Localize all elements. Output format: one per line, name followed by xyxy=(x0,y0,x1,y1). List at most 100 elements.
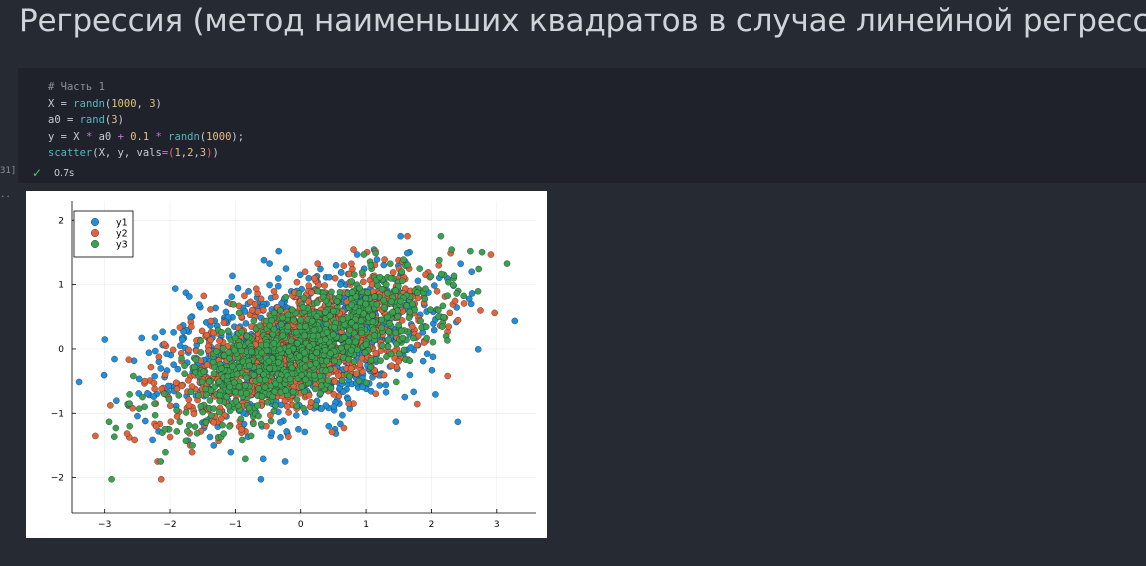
code-editor[interactable]: # Часть 1 X = randn(1000, 3) a0 = rand(3… xyxy=(48,79,244,162)
scatter-point-y3 xyxy=(422,285,429,293)
code-text: a0 xyxy=(92,130,118,143)
scatter-point-y3 xyxy=(286,375,294,383)
scatter-point-y3 xyxy=(313,299,321,307)
code-number: 3 xyxy=(199,147,207,159)
code-operator: * xyxy=(155,130,162,143)
scatter-point-y1 xyxy=(337,281,344,288)
scatter-point-y3 xyxy=(220,352,228,359)
scatter-point-y2 xyxy=(353,370,360,378)
scatter-point-y3 xyxy=(364,289,372,296)
code-paren: ( xyxy=(104,114,112,126)
scatter-point-y2 xyxy=(285,433,292,440)
scatter-point-y1 xyxy=(172,285,179,292)
code-line-1: # Часть 1 xyxy=(48,81,105,93)
scatter-point-y3 xyxy=(450,272,458,280)
code-cell[interactable] xyxy=(18,68,1146,183)
code-paren: ( xyxy=(199,130,207,143)
scatter-point-y3 xyxy=(258,393,266,400)
scatter-point-y2 xyxy=(301,268,309,275)
scatter-point-y1 xyxy=(353,251,361,258)
scatter-point-y3 xyxy=(371,332,378,339)
scatter-point-y2 xyxy=(308,289,315,296)
scatter-point-y3 xyxy=(243,374,250,382)
scatter-point-y2 xyxy=(358,354,366,362)
scatter-point-y3 xyxy=(182,409,190,416)
scatter-point-y1 xyxy=(150,393,158,400)
scatter-point-y3 xyxy=(384,313,391,321)
scatter-point-y3 xyxy=(294,339,301,347)
scatter-point-y3 xyxy=(323,357,330,365)
scatter-point-y3 xyxy=(444,337,451,344)
scatter-point-y2 xyxy=(152,423,160,430)
scatter-point-y3 xyxy=(313,313,321,320)
scatter-point-y3 xyxy=(386,320,393,327)
legend-marker-y1 xyxy=(90,218,99,227)
scatter-point-y3 xyxy=(399,334,406,342)
scatter-point-y3 xyxy=(410,334,417,342)
scatter-point-y2 xyxy=(169,346,177,354)
scatter-point-y2 xyxy=(129,404,136,412)
scatter-point-y3 xyxy=(245,404,253,412)
scatter-point-y1 xyxy=(277,419,284,426)
code-number: 3 xyxy=(111,114,118,126)
scatter-point-y3 xyxy=(350,358,358,366)
scatter-point-y1 xyxy=(407,344,415,351)
scatter-point-y3 xyxy=(295,290,303,297)
scatter-point-y3 xyxy=(285,348,292,355)
scatter-point-y2 xyxy=(200,292,208,300)
scatter-point-y3 xyxy=(230,379,238,386)
scatter-point-y1 xyxy=(401,393,409,401)
scatter-point-y3 xyxy=(203,391,210,399)
scatter-point-y3 xyxy=(384,343,392,350)
scatter-point-y1 xyxy=(111,355,118,363)
scatter-point-y3 xyxy=(218,365,225,372)
scatter-point-y2 xyxy=(235,302,243,310)
scatter-point-y1 xyxy=(293,412,300,419)
scatter-point-y3 xyxy=(305,343,313,350)
scatter-point-y3 xyxy=(197,349,205,356)
scatter-point-y2 xyxy=(167,418,175,426)
scatter-point-y2 xyxy=(413,400,421,408)
scatter-point-y1 xyxy=(274,282,282,290)
y-tick-label: −2 xyxy=(51,474,64,484)
scatter-point-y3 xyxy=(299,304,307,311)
scatter-point-y1 xyxy=(474,346,482,353)
scatter-point-y3 xyxy=(282,387,290,394)
scatter-point-y3 xyxy=(284,323,292,330)
scatter-point-y3 xyxy=(362,300,370,308)
scatter-point-y3 xyxy=(345,355,352,363)
scatter-point-y3 xyxy=(429,338,437,346)
scatter-point-y3 xyxy=(243,390,250,397)
scatter-point-y1 xyxy=(170,329,177,336)
scatter-point-y3 xyxy=(333,298,341,305)
scatter-point-y3 xyxy=(351,271,358,278)
scatter-point-y3 xyxy=(250,317,258,324)
scatter-point-y1 xyxy=(135,375,143,383)
scatter-point-y3 xyxy=(361,349,369,356)
scatter-point-y1 xyxy=(227,448,235,456)
scatter-point-y3 xyxy=(379,342,386,350)
scatter-point-y3 xyxy=(195,392,202,399)
scatter-point-y2 xyxy=(185,402,193,409)
scatter-point-y2 xyxy=(185,377,192,384)
scatter-point-y1 xyxy=(195,301,203,308)
scatter-plot-output: −3 −2 −1 0 1 2 3 −2 −1 0 1 2 y1 y2 y3 xyxy=(26,191,547,538)
scatter-point-y3 xyxy=(298,383,306,390)
scatter-point-y3 xyxy=(226,423,233,430)
scatter-point-y3 xyxy=(327,350,334,357)
scatter-point-y1 xyxy=(274,275,282,282)
scatter-point-y3 xyxy=(225,348,233,356)
scatter-point-y1 xyxy=(414,277,422,285)
scatter-point-y2 xyxy=(454,316,462,324)
scatter-point-y3 xyxy=(503,260,511,267)
scatter-point-y3 xyxy=(255,385,262,392)
scatter-point-y3 xyxy=(440,313,448,321)
scatter-point-y3 xyxy=(231,346,238,354)
scatter-point-y3 xyxy=(372,249,379,257)
code-paren: ) xyxy=(117,114,124,126)
execution-count: 31] xyxy=(0,166,17,176)
scatter-point-y3 xyxy=(296,352,303,360)
scatter-point-y3 xyxy=(337,344,345,352)
scatter-point-y2 xyxy=(285,409,292,416)
scatter-point-y3 xyxy=(400,256,407,263)
